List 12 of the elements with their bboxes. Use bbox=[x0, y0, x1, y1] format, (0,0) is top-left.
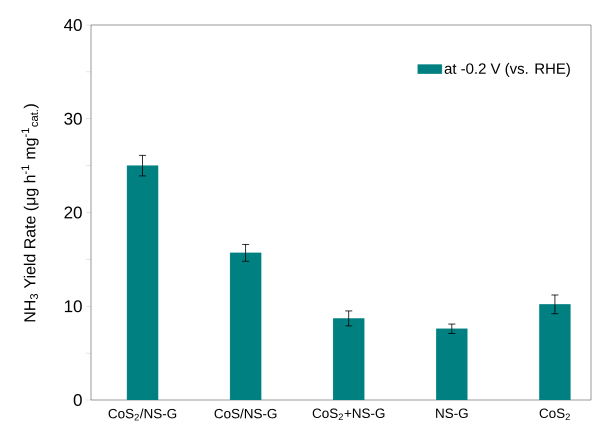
legend-label: at -0.2 V (vs. RHE) bbox=[444, 62, 570, 77]
x-tick-label: NS-G bbox=[436, 408, 468, 418]
y-tick-label: 30 bbox=[64, 112, 82, 125]
y-tick-label: 20 bbox=[64, 206, 82, 218]
x-tick-label: CoS$_{2}$ bbox=[540, 408, 570, 420]
y-tick-label: 40 bbox=[64, 19, 82, 31]
y-tick-label: 0 bbox=[74, 394, 82, 406]
x-tick-label: CoS/NS-G bbox=[214, 408, 276, 418]
x-tick-label: CoS$_{2}$+NS-G bbox=[312, 408, 384, 420]
y-tick-label: 10 bbox=[64, 300, 82, 312]
y-axis-title: NH$_{3}$ Yield Rate (μg h$^{-1}$ mg$^{-1}$$_{cat.}$) bbox=[21, 104, 39, 322]
x-tick-label: CoS$_{2}$/NS-G bbox=[108, 408, 176, 420]
